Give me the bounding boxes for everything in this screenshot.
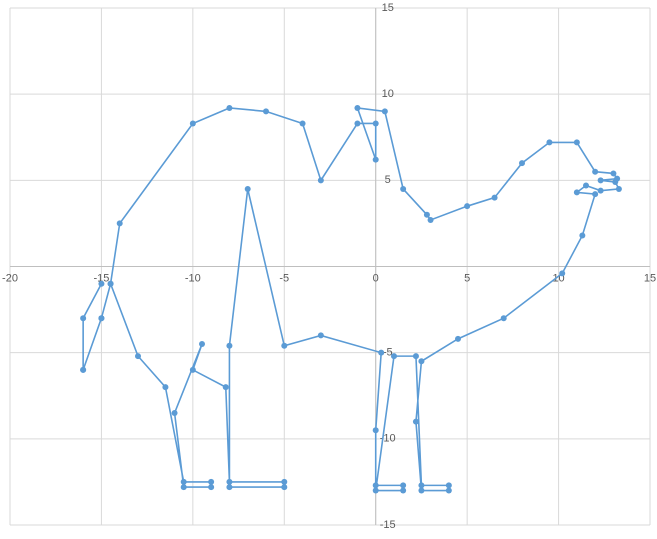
series-marker — [424, 212, 430, 218]
series-marker — [190, 367, 196, 373]
series-marker — [413, 419, 419, 425]
series-marker — [391, 353, 397, 359]
series-marker — [281, 343, 287, 349]
series-marker — [492, 195, 498, 201]
series-marker — [592, 191, 598, 197]
series-marker — [281, 479, 287, 485]
series-marker — [226, 479, 232, 485]
y-tick-label: 5 — [385, 174, 391, 186]
y-tick-label: 10 — [382, 88, 394, 100]
series-marker — [616, 186, 622, 192]
series-marker — [263, 108, 269, 114]
x-tick-label: 5 — [464, 272, 470, 284]
series-marker — [378, 350, 384, 356]
x-tick-label: -20 — [2, 272, 18, 284]
x-tick-label: -10 — [185, 272, 201, 284]
series-marker — [446, 488, 452, 494]
series-marker — [418, 358, 424, 364]
series-marker — [162, 384, 168, 390]
series-marker — [318, 177, 324, 183]
series-marker — [98, 315, 104, 321]
series-marker — [400, 186, 406, 192]
series-marker — [245, 186, 251, 192]
series-marker — [501, 315, 507, 321]
series-marker — [172, 410, 178, 416]
series-marker — [592, 169, 598, 175]
series-marker — [318, 332, 324, 338]
series-marker — [373, 488, 379, 494]
series-marker — [223, 384, 229, 390]
scatter-line-chart: -20-15-10-5051015-15-10-551015 — [0, 0, 657, 539]
series-marker — [400, 482, 406, 488]
series-marker — [199, 341, 205, 347]
series-marker — [80, 315, 86, 321]
series-marker — [373, 427, 379, 433]
series-marker — [373, 157, 379, 163]
series-marker — [181, 484, 187, 490]
x-tick-label: 0 — [373, 272, 379, 284]
series-marker — [612, 179, 618, 185]
series-marker — [181, 479, 187, 485]
series-marker — [226, 105, 232, 111]
series-marker — [108, 281, 114, 287]
series-marker — [610, 170, 616, 176]
series-marker — [598, 177, 604, 183]
series-marker — [428, 217, 434, 223]
x-tick-label: 15 — [644, 272, 656, 284]
chart-canvas: -20-15-10-5051015-15-10-551015 — [0, 0, 657, 539]
series-marker — [208, 479, 214, 485]
series-marker — [190, 120, 196, 126]
series-marker — [464, 203, 470, 209]
series-marker — [373, 120, 379, 126]
series-marker — [382, 108, 388, 114]
series-marker — [98, 281, 104, 287]
series-marker — [413, 353, 419, 359]
series-marker — [117, 220, 123, 226]
series-marker — [579, 232, 585, 238]
series-marker — [300, 120, 306, 126]
series-marker — [281, 484, 287, 490]
series-marker — [226, 484, 232, 490]
series-marker — [418, 482, 424, 488]
series-marker — [455, 336, 461, 342]
series-marker — [208, 484, 214, 490]
series-marker — [574, 189, 580, 195]
series-marker — [373, 482, 379, 488]
series-marker — [574, 139, 580, 145]
series-marker — [226, 343, 232, 349]
x-tick-label: -5 — [279, 272, 289, 284]
series-marker — [418, 488, 424, 494]
series-marker — [519, 160, 525, 166]
series-marker — [598, 188, 604, 194]
series-marker — [546, 139, 552, 145]
y-tick-label: -15 — [380, 519, 396, 531]
y-tick-label: 15 — [382, 2, 394, 14]
series-marker — [446, 482, 452, 488]
series-marker — [354, 120, 360, 126]
series-marker — [559, 270, 565, 276]
series-line — [83, 108, 619, 491]
series-marker — [354, 105, 360, 111]
series-marker — [400, 488, 406, 494]
series-marker — [80, 367, 86, 373]
series-marker — [583, 183, 589, 189]
series-marker — [135, 353, 141, 359]
